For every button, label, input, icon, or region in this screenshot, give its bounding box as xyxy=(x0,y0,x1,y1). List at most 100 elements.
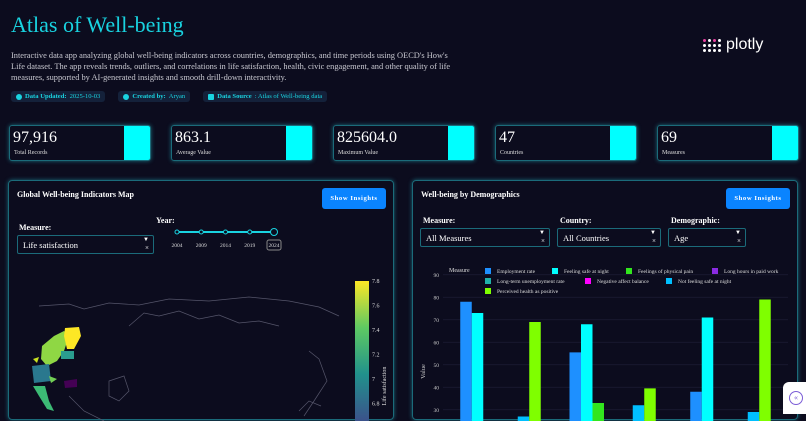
kpi-label: Total Records xyxy=(14,150,47,156)
demo-country-dropdown[interactable]: All Countries▼× xyxy=(557,228,661,247)
legend-swatch[interactable] xyxy=(485,278,491,284)
legend-item[interactable]: Employment rate xyxy=(497,269,536,275)
slider-mark[interactable] xyxy=(175,230,179,234)
colorbar-title: Life satisfaction xyxy=(381,367,388,406)
dropdown-value: All Measures xyxy=(426,233,472,243)
info-badges: Data Updated:2025-10-03 Created by:Aryan… xyxy=(11,91,327,102)
map-panel-title: Global Well-being Indicators Map xyxy=(17,190,134,199)
legend-item[interactable]: Not feeling safe at night xyxy=(678,278,732,285)
slider-mark[interactable] xyxy=(224,230,228,234)
kpi-card: 69 Measures xyxy=(657,125,799,161)
kpi-card: 825604.0 Maximum Value xyxy=(333,125,475,161)
country-finland[interactable] xyxy=(64,327,81,349)
year-tick: 2014 xyxy=(220,243,231,249)
year-tick: 2024 xyxy=(269,243,280,249)
legend-swatch[interactable] xyxy=(712,268,718,274)
legend-swatch[interactable] xyxy=(485,268,491,274)
dropdown-value: Life satisfaction xyxy=(23,240,78,250)
legend-item[interactable]: Long-term unemployment rate xyxy=(497,279,565,285)
bar-feeling-safe-at-night[interactable] xyxy=(472,313,484,421)
legend-item[interactable]: Feelings of physical pain xyxy=(638,268,693,275)
y-tick-label: 40 xyxy=(434,385,440,391)
bar-not-feeling-safe-at-night[interactable] xyxy=(748,412,760,421)
demo-measure-dropdown[interactable]: All Measures ▼× xyxy=(420,228,550,247)
choropleth-map[interactable] xyxy=(9,271,395,421)
y-axis-label: Value xyxy=(420,364,427,379)
kpi-label: Measures xyxy=(662,150,685,156)
year-label: Year: xyxy=(156,216,175,225)
legend-swatch[interactable] xyxy=(585,278,591,284)
demo-demographic-dropdown[interactable]: Age ▼× xyxy=(668,228,746,247)
clear-icon[interactable]: × xyxy=(737,237,741,245)
legend-swatch[interactable] xyxy=(626,268,632,274)
legend-swatch[interactable] xyxy=(666,278,672,284)
bar-feeling-safe-at-night[interactable] xyxy=(581,324,593,421)
measure-label: Measure: xyxy=(19,223,51,232)
bar-feelings-of-physical-pain[interactable] xyxy=(593,403,605,421)
kpi-value: 825604.0 xyxy=(337,129,397,147)
kpi-value: 97,916 xyxy=(13,129,57,147)
badge-label: Data Updated: xyxy=(25,93,67,100)
caret-down-icon: ▼ xyxy=(735,230,741,236)
bar-feeling-safe-at-night[interactable] xyxy=(702,318,714,421)
bar-employment-rate[interactable] xyxy=(460,302,472,421)
clear-icon[interactable]: × xyxy=(652,237,656,245)
bar-not-feeling-safe-at-night[interactable] xyxy=(633,405,645,421)
kpi-label: Countries xyxy=(500,150,523,156)
bar-perceived-health-as-positive[interactable] xyxy=(644,388,656,421)
kpi-accent-bar xyxy=(772,126,798,160)
badge-value: 2025-10-03 xyxy=(70,93,101,100)
slider-mark[interactable] xyxy=(199,230,203,234)
map-measure-dropdown[interactable]: Life satisfaction ▼× xyxy=(17,235,154,254)
demographics-show-insights-button[interactable]: Show Insights xyxy=(726,188,790,209)
map-show-insights-button[interactable]: Show Insights xyxy=(322,188,386,209)
check-circle-icon xyxy=(16,94,22,100)
bar-perceived-health-as-positive[interactable] xyxy=(759,300,771,421)
kpi-value: 863.1 xyxy=(175,129,211,147)
legend-swatch[interactable] xyxy=(485,288,491,294)
bar-not-feeling-safe-at-night[interactable] xyxy=(518,417,530,421)
country-germany[interactable] xyxy=(32,364,51,383)
badge-data-updated: Data Updated:2025-10-03 xyxy=(11,91,105,102)
country-bulgaria[interactable] xyxy=(64,379,77,388)
bar-perceived-health-as-positive[interactable] xyxy=(529,322,541,421)
slider-mark[interactable] xyxy=(248,230,252,234)
badge-created-by: Created by:Aryan xyxy=(118,91,190,102)
colorbar-tick: 6.8 xyxy=(372,402,380,408)
collapse-sidebar-button[interactable]: « xyxy=(783,382,806,414)
year-tick: 2019 xyxy=(244,243,255,249)
kpi-value: 69 xyxy=(661,129,677,147)
country-italy[interactable] xyxy=(33,386,54,411)
clear-icon[interactable]: × xyxy=(541,237,545,245)
country-estonia-latvia[interactable] xyxy=(61,351,74,359)
caret-down-icon: ▼ xyxy=(143,237,149,243)
bar-employment-rate[interactable] xyxy=(570,352,582,421)
legend-item[interactable]: Negative affect balance xyxy=(597,278,649,285)
kpi-accent-bar xyxy=(286,126,312,160)
country-austria[interactable] xyxy=(49,376,57,383)
app-description: Interactive data app analyzing global we… xyxy=(11,50,456,83)
badge-value: : Atlas of Well-being data xyxy=(255,93,322,100)
dropdown-value: Age xyxy=(674,233,688,243)
logo-text: plotly xyxy=(726,36,763,54)
app-title: Atlas of Well-being xyxy=(11,12,184,38)
legend-item[interactable]: Perceived health as positive xyxy=(497,289,559,295)
legend-swatch[interactable] xyxy=(552,268,558,274)
bar-employment-rate[interactable] xyxy=(690,392,702,421)
caret-down-icon: ▼ xyxy=(539,230,545,236)
y-tick-label: 50 xyxy=(434,363,440,369)
colorbar-tick: 7.6 xyxy=(372,304,380,310)
clear-icon[interactable]: × xyxy=(145,244,149,252)
kpi-label: Maximum Value xyxy=(338,150,378,156)
country-denmark[interactable] xyxy=(33,357,39,363)
slider-handle[interactable] xyxy=(271,229,278,236)
legend-item[interactable]: Long hours in paid work xyxy=(724,269,779,275)
caret-down-icon: ▼ xyxy=(650,230,656,236)
legend-item[interactable]: Feeling safe at night xyxy=(564,268,609,275)
colorbar-tick: 7.8 xyxy=(372,279,380,285)
